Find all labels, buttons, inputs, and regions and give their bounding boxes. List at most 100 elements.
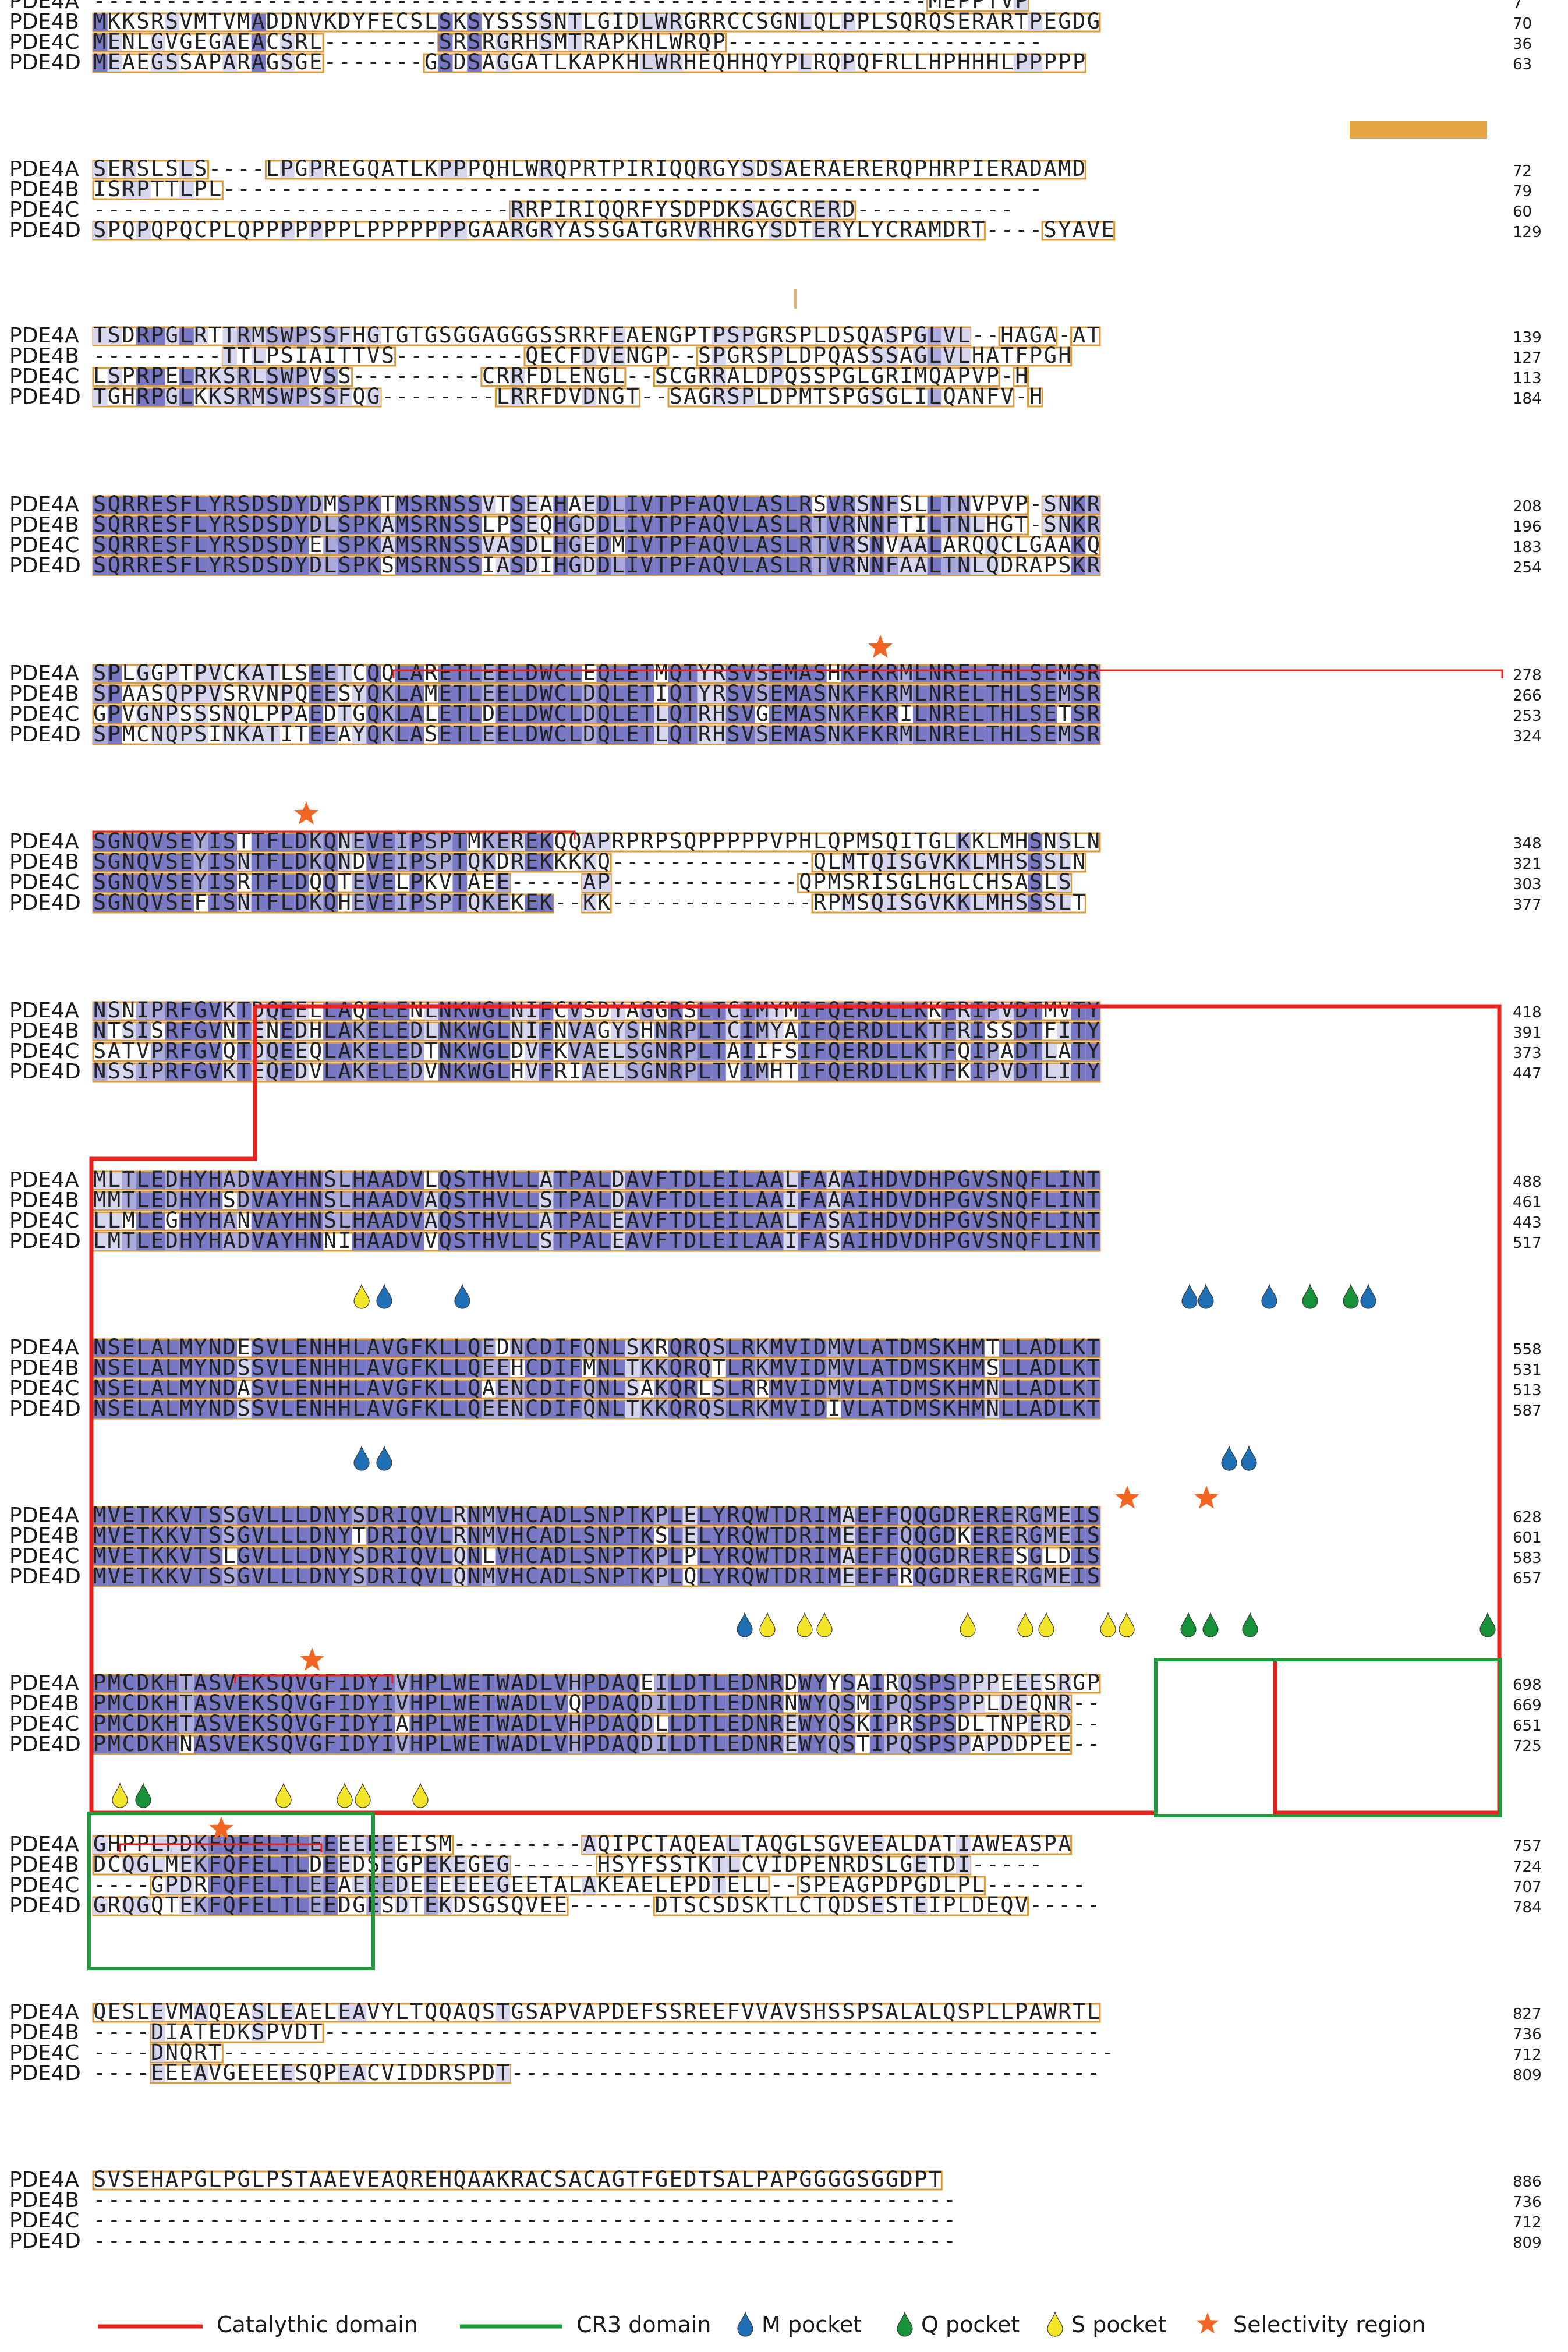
- residue-shade: [93, 1193, 108, 1209]
- residue-shade: [93, 895, 108, 912]
- residue-shade: [812, 1044, 827, 1060]
- sequence-name: PDE4B: [9, 513, 79, 537]
- residue-shade: [294, 558, 309, 575]
- residue-shade: [294, 1233, 309, 1250]
- residue-shade: [280, 1064, 295, 1081]
- residue-shade: [165, 55, 180, 72]
- residue-shade: [107, 727, 122, 744]
- residue-shade: [812, 1064, 827, 1081]
- residue-shade: [985, 895, 1000, 912]
- residue-shade: [539, 1233, 554, 1250]
- residue-shade: [280, 875, 295, 892]
- residue-shade: [93, 1023, 108, 1040]
- residue-shade: [568, 1193, 582, 1209]
- residue-shade: [755, 558, 769, 575]
- residue-shade: [855, 1172, 870, 1189]
- residue-shade: [510, 1172, 525, 1189]
- residue-shade: [237, 1023, 252, 1040]
- residue-end-number: 712: [1513, 2046, 1542, 2064]
- segment-frame: [653, 367, 1000, 387]
- residue-shade: [769, 727, 784, 744]
- residue-shade: [93, 1381, 108, 1398]
- sequence-name: PDE4C: [9, 365, 79, 388]
- residue-shade: [280, 328, 295, 345]
- residue-shade: [409, 1172, 424, 1189]
- residue-shade: [582, 1044, 597, 1060]
- residue-shade: [1071, 706, 1086, 723]
- residue-shade: [525, 727, 539, 744]
- residue-end-number: 303: [1513, 876, 1542, 893]
- residue-shade: [912, 328, 928, 345]
- residue-shade: [869, 389, 884, 406]
- residue-shade: [337, 1340, 352, 1357]
- residue-shade: [740, 1044, 755, 1060]
- residue-shade: [927, 348, 942, 365]
- residue-shade: [927, 1193, 942, 1209]
- residue-shade: [582, 537, 597, 554]
- residue-shade: [136, 1023, 151, 1040]
- residue-shade: [222, 1003, 237, 1020]
- residue-shade: [136, 328, 151, 345]
- s-pocket-icon: [412, 1782, 429, 1808]
- residue-shade: [136, 1003, 151, 1020]
- residue-shade: [525, 895, 539, 912]
- residue-end-number: 321: [1513, 855, 1542, 873]
- residue-shade: [150, 1172, 165, 1189]
- residue-shade: [481, 895, 496, 912]
- residue-shade: [596, 1340, 611, 1357]
- residue-shade: [898, 1172, 913, 1189]
- residue-shade: [481, 727, 496, 744]
- residue-shade: [280, 854, 295, 871]
- residue-shade: [841, 854, 856, 871]
- residue-shade: [956, 1213, 971, 1230]
- cr3-legend-label: CR3 domain: [576, 2312, 712, 2337]
- residue-shade: [596, 497, 611, 514]
- residue-shade: [1056, 497, 1071, 514]
- residue-shade: [654, 1172, 668, 1189]
- residue-shade: [452, 1172, 468, 1189]
- residue-shade: [898, 666, 913, 682]
- residue-shade: [165, 666, 180, 682]
- residue-shade: [381, 1044, 395, 1060]
- residue-shade: [682, 1340, 698, 1357]
- residue-shade: [122, 1172, 137, 1189]
- residue-shade: [395, 834, 410, 851]
- residue-shade: [1071, 686, 1086, 703]
- residue-end-number: 698: [1513, 1677, 1542, 1694]
- residue-shade: [611, 517, 625, 534]
- residue-shade: [424, 834, 438, 851]
- residue-shade: [467, 34, 482, 51]
- s-pocket-icon: [960, 1612, 976, 1637]
- residue-shade: [539, 14, 554, 31]
- alignment-block: PDE4A SGNQVSEYISTTFLDKQNEVEIPSPTMKEREKQQA…: [9, 829, 1542, 915]
- residue-shade: [582, 1064, 597, 1081]
- residue-shade: [93, 517, 108, 534]
- residue-shade: [568, 1172, 582, 1189]
- residue-shade: [510, 727, 525, 744]
- m-pocket-icon: [1221, 1445, 1237, 1471]
- residue-shade: [596, 558, 611, 575]
- residue-shade: [352, 1213, 367, 1230]
- residue-shade: [352, 1233, 367, 1250]
- residue-shade: [769, 706, 784, 723]
- residue-shade: [381, 875, 395, 892]
- residue-shade: [941, 854, 956, 871]
- residue-shade: [539, 1381, 554, 1398]
- residue-shade: [654, 1023, 668, 1040]
- residue-shade: [352, 517, 367, 534]
- residue-shade: [366, 875, 381, 892]
- residue-end-number: 657: [1513, 1570, 1542, 1587]
- residue-shade: [869, 1064, 884, 1081]
- residue-shade: [869, 727, 884, 744]
- residue-shade: [107, 854, 122, 871]
- residue-shade: [539, 1213, 554, 1230]
- residue-shade: [395, 1233, 410, 1250]
- residue-shade: [798, 686, 812, 703]
- residue-end-number: 461: [1513, 1194, 1542, 1211]
- residue-end-number: 183: [1513, 539, 1542, 556]
- residue-shade: [553, 686, 568, 703]
- residue-shade: [208, 875, 223, 892]
- residue-shade: [136, 1381, 151, 1398]
- residue-shade: [668, 1381, 683, 1398]
- residue-shade: [941, 686, 956, 703]
